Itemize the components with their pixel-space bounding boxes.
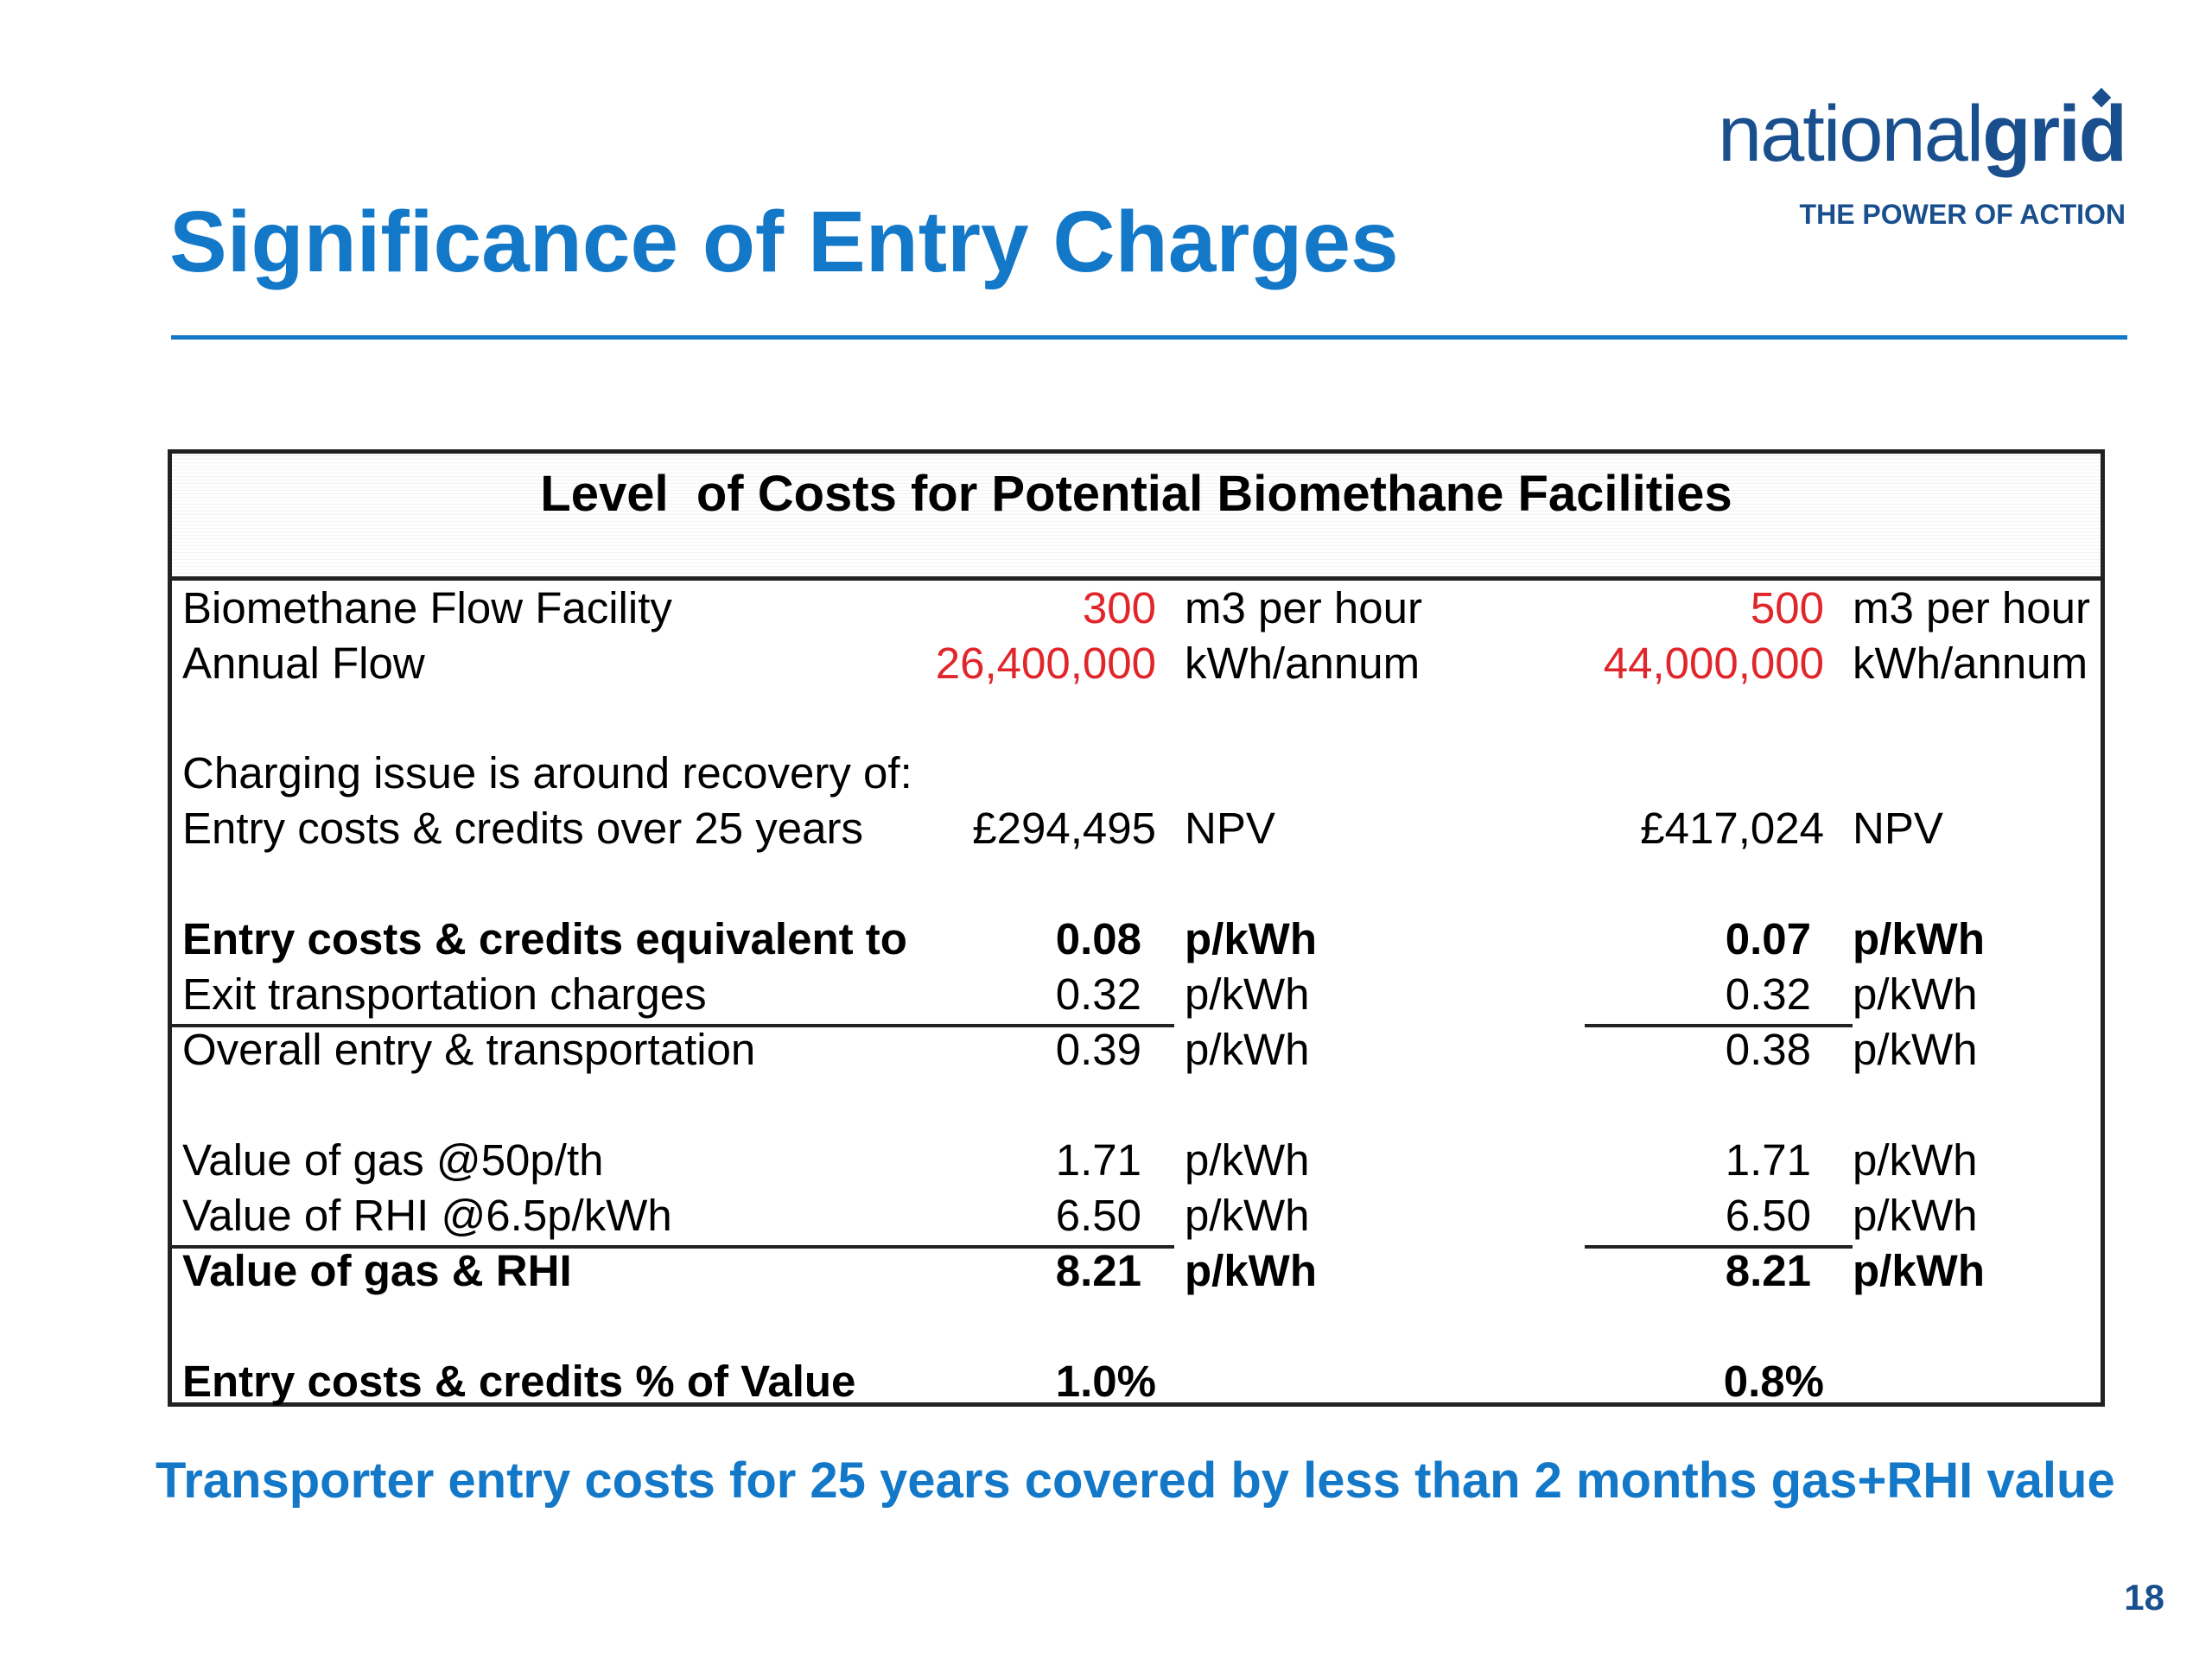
national-grid-logo: nationalgrid THE POWER OF ACTION (1659, 86, 2127, 233)
total-rule-right (1585, 1245, 1853, 1249)
value-300-facility: 300 (1082, 583, 1156, 632)
unit-500-facility: p/kWh (1853, 914, 1985, 963)
table-row-value-of-rhi: Value of RHI @6.5p/kWh 6.50 p/kWh 6.50 p… (172, 1188, 2101, 1243)
value-300-facility: 0.08 (1055, 914, 1141, 963)
table-row-value-of-gas: Value of gas @50p/th 1.71 p/kWh 1.71 p/k… (172, 1133, 2101, 1188)
unit-500-facility: m3 per hour (1853, 583, 2090, 632)
value-500-facility: 8.21 (1725, 1246, 1811, 1295)
row-label: Value of gas @50p/th (182, 1135, 604, 1185)
value-500-facility: 0.8% (1723, 1357, 1824, 1406)
table-header: Level of Costs for Potential Biomethane … (172, 454, 2101, 581)
logo-tagline: THE POWER OF ACTION (1799, 199, 2126, 230)
unit-300-facility: p/kWh (1185, 1025, 1310, 1074)
unit-500-facility: p/kWh (1853, 1135, 1978, 1185)
unit-300-facility: p/kWh (1185, 969, 1310, 1019)
row-label: Annual Flow (182, 639, 425, 688)
row-label: Overall entry & transportation (182, 1025, 756, 1074)
row-label: Entry costs & credits equivalent to (182, 914, 907, 963)
slide-footnote: Transporter entry costs for 25 years cov… (156, 1452, 2115, 1509)
page-number: 18 (2124, 1577, 2164, 1618)
unit-500-facility: NPV (1853, 804, 1943, 853)
value-300-facility: £294,495 (972, 804, 1156, 853)
row-label: Biomethane Flow Facility (182, 583, 672, 632)
unit-300-facility: p/kWh (1185, 1246, 1317, 1295)
unit-300-facility: p/kWh (1185, 914, 1317, 963)
unit-500-facility: p/kWh (1853, 1025, 1978, 1074)
value-500-facility: 0.07 (1725, 914, 1811, 963)
unit-500-facility: p/kWh (1853, 1246, 1985, 1295)
unit-300-facility: kWh/annum (1185, 639, 1421, 688)
logo-wordmark: nationalgrid (1717, 86, 2127, 181)
row-label: Exit transportation charges (182, 969, 707, 1019)
row-label: Value of gas & RHI (182, 1246, 572, 1295)
value-500-facility: 6.50 (1725, 1191, 1811, 1240)
value-500-facility: 0.38 (1725, 1025, 1811, 1074)
unit-300-facility: p/kWh (1185, 1191, 1310, 1240)
row-label: Charging issue is around recovery of: (182, 748, 912, 798)
value-300-facility: 8.21 (1055, 1246, 1141, 1295)
value-300-facility: 0.32 (1055, 969, 1141, 1019)
table-row-annual-flow: Annual Flow 26,400,000 kWh/annum 44,000,… (172, 636, 2101, 691)
row-label: Value of RHI @6.5p/kWh (182, 1191, 672, 1240)
table-row-flow-facility: Biomethane Flow Facility 300 m3 per hour… (172, 581, 2101, 636)
value-300-facility: 1.71 (1055, 1135, 1141, 1185)
table-row-exit-transportation: Exit transportation charges 0.32 p/kWh 0… (172, 967, 2101, 1022)
slide-title: Significance of Entry Charges (169, 194, 1399, 290)
value-500-facility: 44,000,000 (1603, 639, 1824, 688)
row-label: Entry costs & credits over 25 years (182, 804, 863, 853)
value-500-facility: 1.71 (1725, 1135, 1811, 1185)
value-300-facility: 1.0% (1055, 1357, 1156, 1406)
table-row-entry-costs-npv: Entry costs & credits over 25 years £294… (172, 801, 2101, 856)
value-300-facility: 26,400,000 (935, 639, 1156, 688)
value-500-facility: £417,024 (1640, 804, 1824, 853)
cost-table: Level of Costs for Potential Biomethane … (168, 449, 2105, 1407)
subtotal-rule-right (1585, 1024, 1853, 1027)
table-row-charging-issue: Charging issue is around recovery of: (172, 746, 2101, 801)
value-500-facility: 500 (1750, 583, 1824, 632)
unit-300-facility: NPV (1185, 804, 1275, 853)
logo-word-light: national (1717, 90, 1984, 178)
table-title: Level of Costs for Potential Biomethane … (540, 466, 1732, 522)
unit-500-facility: kWh/annum (1853, 639, 2088, 688)
unit-500-facility: p/kWh (1853, 1191, 1978, 1240)
subtotal-rule-left (172, 1024, 1174, 1027)
unit-300-facility: m3 per hour (1185, 583, 1422, 632)
table-row-value-gas-rhi: Value of gas & RHI 8.21 p/kWh 8.21 p/kWh (172, 1243, 2101, 1299)
unit-300-facility: p/kWh (1185, 1135, 1310, 1185)
value-500-facility: 0.32 (1725, 969, 1811, 1019)
total-rule-left (172, 1245, 1174, 1249)
unit-500-facility: p/kWh (1853, 969, 1978, 1019)
table-row-entry-costs-percent: Entry costs & credits % of Value 1.0% 0.… (172, 1354, 2101, 1409)
table-row-overall-entry: Overall entry & transportation 0.39 p/kW… (172, 1022, 2101, 1077)
row-label: Entry costs & credits % of Value (182, 1357, 856, 1406)
table-row-entry-costs-equivalent: Entry costs & credits equivalent to 0.08… (172, 912, 2101, 967)
value-300-facility: 6.50 (1055, 1191, 1141, 1240)
title-divider (171, 335, 2127, 340)
value-300-facility: 0.39 (1055, 1025, 1141, 1074)
